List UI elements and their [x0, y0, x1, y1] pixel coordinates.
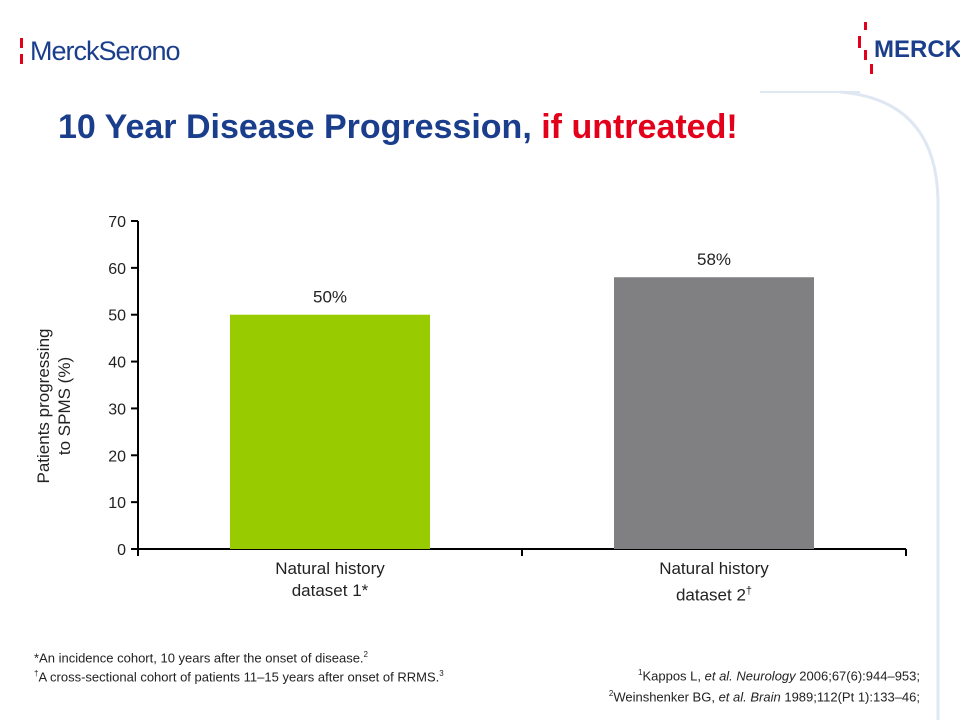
reference-1-citation: 2006;67(6):944–953; — [795, 668, 920, 684]
reference-2-journal: et al. Brain — [718, 689, 781, 705]
data-label-2: 58% — [697, 250, 731, 269]
y-tick-label: 60 — [108, 261, 126, 278]
reference-weinshenker: 2Weinshenker BG, et al. Brain 1989;112(P… — [520, 685, 920, 706]
y-tick-label: 40 — [108, 355, 126, 372]
footnote-1-ref: 2 — [363, 650, 368, 659]
footnote-2-dagger: † — [34, 669, 39, 679]
y-axis-label-line-2: to SPMS (%) — [55, 356, 74, 456]
y-axis-label: Patients progressing to SPMS (%) — [33, 276, 75, 536]
title-emphasis: if untreated! — [541, 108, 738, 146]
reference-kappos: 1Kappos L, et al. Neurology 2006;67(6):9… — [520, 664, 920, 685]
y-tick-label: 0 — [117, 542, 126, 559]
y-tick-label: 30 — [108, 401, 126, 418]
y-tick-label: 10 — [108, 495, 126, 512]
reference-2-authors: Weinshenker BG, — [613, 689, 719, 705]
footnote-incidence-cohort: *An incidence cohort, 10 years after the… — [34, 647, 454, 666]
dagger-mark: † — [745, 585, 753, 597]
reference-1-journal: et al. Neurology — [704, 668, 796, 684]
bar-1 — [230, 314, 430, 549]
reference-2-citation: 1989;112(Pt 1):133–46; — [780, 689, 920, 705]
reference-1-number: 1 — [638, 668, 643, 677]
reference-1-authors: Kappos L, — [642, 668, 705, 684]
title-main: 10 Year Disease Progression, — [58, 108, 542, 146]
data-label-1: 50% — [313, 288, 347, 307]
bar-2 — [614, 277, 814, 549]
merck-serono-mark-icon — [20, 38, 23, 64]
merck-mark-icon — [858, 22, 873, 74]
x-category-label-2-line-1: Natural history — [659, 559, 769, 578]
footnote-cross-sectional-cohort: †A cross-sectional cohort of patients 11… — [34, 666, 454, 685]
x-category-label-2-line-2: dataset 2† — [604, 580, 824, 607]
footnote-2-ref: 3 — [439, 669, 444, 679]
x-category-label-2-text: dataset 2 — [675, 585, 746, 605]
footnote-2-text: A cross-sectional cohort of patients 11–… — [38, 669, 440, 685]
y-tick-label: 20 — [108, 448, 126, 465]
y-tick-label: 70 — [108, 214, 126, 231]
y-axis-label-line-1: Patients progressing — [34, 328, 53, 484]
footnote-1-text: *An incidence cohort, 10 years after the… — [34, 650, 364, 666]
y-tick-label: 50 — [108, 308, 126, 325]
x-category-label-1: Natural history dataset 1* — [220, 558, 440, 602]
merck-logo: MERCK — [856, 20, 960, 80]
slide-title: 10 Year Disease Progression, if untreate… — [58, 108, 738, 147]
references: 1Kappos L, et al. Neurology 2006;67(6):9… — [520, 664, 920, 707]
x-category-label-1-line-1: Natural history — [275, 559, 385, 578]
merck-serono-logo-text: MerckSerono — [30, 36, 181, 66]
x-category-label-1-line-2: dataset 1* — [291, 581, 369, 600]
x-category-label-2: Natural history dataset 2† — [604, 558, 824, 607]
footnotes-left: *An incidence cohort, 10 years after the… — [34, 647, 454, 686]
reference-2-number: 2 — [608, 689, 614, 699]
merck-logo-text: MERCK — [874, 36, 960, 63]
